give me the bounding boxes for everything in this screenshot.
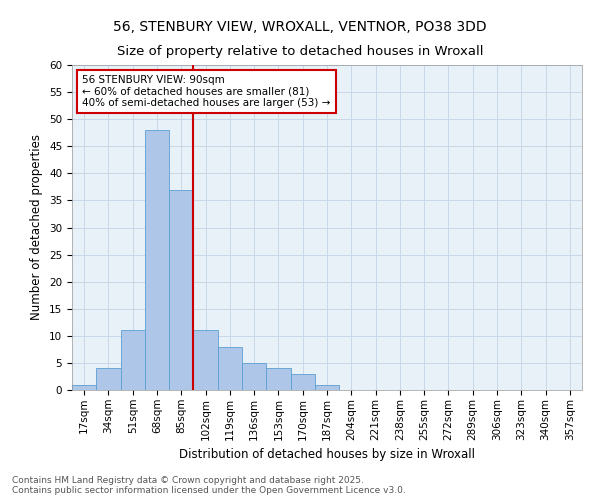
Bar: [145, 130, 169, 390]
Bar: [315, 384, 339, 390]
Bar: [72, 384, 96, 390]
Text: 56 STENBURY VIEW: 90sqm
← 60% of detached houses are smaller (81)
40% of semi-de: 56 STENBURY VIEW: 90sqm ← 60% of detache…: [82, 74, 331, 108]
Bar: [266, 368, 290, 390]
Bar: [193, 330, 218, 390]
Bar: [242, 363, 266, 390]
Bar: [290, 374, 315, 390]
X-axis label: Distribution of detached houses by size in Wroxall: Distribution of detached houses by size …: [179, 448, 475, 461]
Bar: [96, 368, 121, 390]
Bar: [169, 190, 193, 390]
Text: Contains HM Land Registry data © Crown copyright and database right 2025.
Contai: Contains HM Land Registry data © Crown c…: [12, 476, 406, 495]
Y-axis label: Number of detached properties: Number of detached properties: [31, 134, 43, 320]
Text: 56, STENBURY VIEW, WROXALL, VENTNOR, PO38 3DD: 56, STENBURY VIEW, WROXALL, VENTNOR, PO3…: [113, 20, 487, 34]
Bar: [218, 346, 242, 390]
Bar: [121, 330, 145, 390]
Text: Size of property relative to detached houses in Wroxall: Size of property relative to detached ho…: [117, 45, 483, 58]
